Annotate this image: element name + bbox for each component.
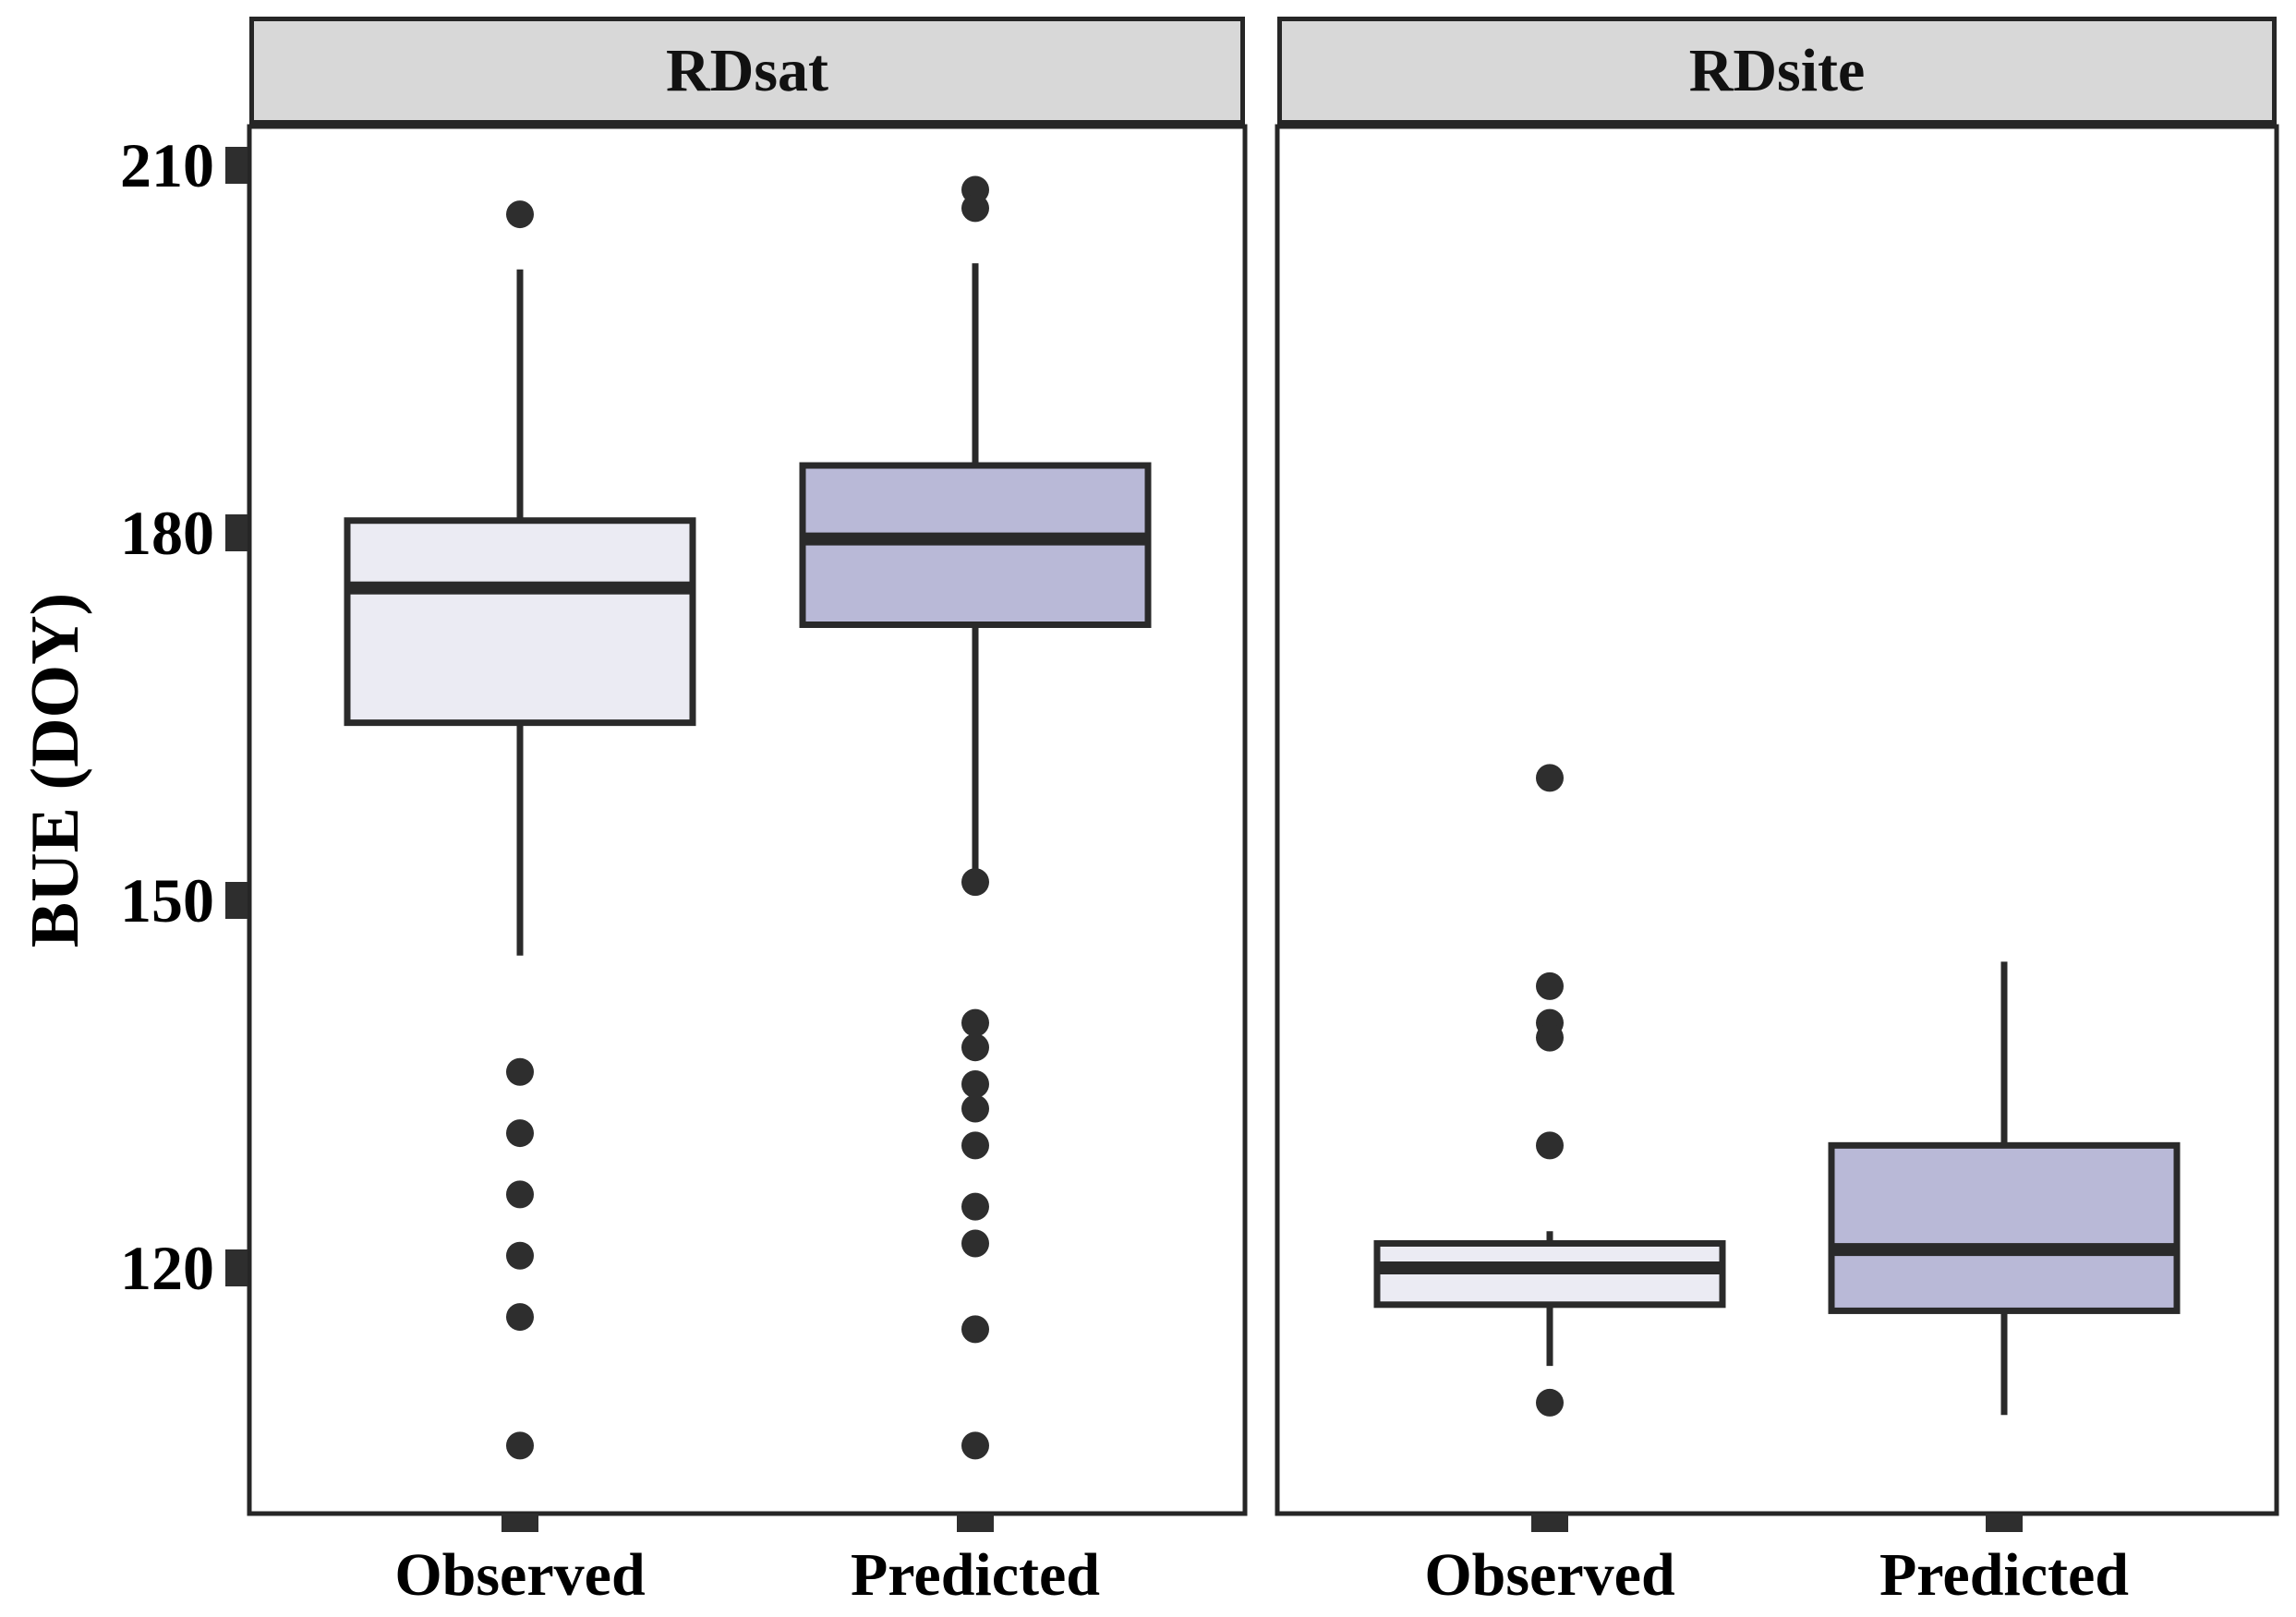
x-category-label-rdsite-predicted: Predicted	[1879, 1541, 2130, 1609]
outlier-dot-rdsat-predicted	[961, 1033, 989, 1062]
median-rdsite-predicted	[1831, 1243, 2177, 1257]
x-category-label-rdsat-observed: Observed	[394, 1541, 646, 1609]
box-rdsite-predicted	[1828, 1141, 2181, 1314]
outlier-dot-rdsat-observed	[506, 1241, 534, 1270]
x-category-label-rdsat-predicted: Predicted	[850, 1541, 1101, 1609]
outlier-dot-rdsite-observed	[1536, 971, 1564, 1000]
outlier-dot-rdsat-predicted	[961, 1431, 989, 1460]
y-tick-mark-210	[225, 147, 248, 184]
x-tick-mark-rdsite-predicted	[1986, 1514, 2023, 1532]
median-rdsat-observed	[347, 581, 693, 595]
facet-header-rdsat: RDsat	[249, 17, 1245, 127]
outlier-dot-rdsat-predicted	[961, 1229, 989, 1258]
outlier-dot-rdsat-predicted	[961, 194, 989, 223]
outlier-dot-rdsat-predicted	[961, 868, 989, 897]
outlier-dot-rdsat-observed	[506, 200, 534, 229]
x-tick-mark-rdsat-predicted	[957, 1514, 994, 1532]
outlier-dot-rdsat-observed	[506, 1180, 534, 1209]
outlier-dot-rdsat-predicted	[961, 1008, 989, 1037]
y-tick-mark-180	[225, 514, 248, 551]
y-tick-mark-150	[225, 882, 248, 919]
outlier-dot-rdsat-predicted	[961, 1315, 989, 1344]
median-rdsite-observed	[1377, 1261, 1722, 1274]
outlier-dot-rdsat-observed	[506, 1119, 534, 1148]
box-rdsat-observed	[344, 517, 696, 727]
outlier-dot-rdsat-predicted	[961, 1094, 989, 1123]
outlier-dot-rdsat-observed	[506, 1303, 534, 1332]
y-tick-mark-120	[225, 1249, 248, 1286]
panel-rdsat	[247, 124, 1248, 1516]
outlier-dot-rdsite-observed	[1536, 1131, 1564, 1160]
y-axis-title: BUE (DOY)	[18, 592, 93, 948]
outlier-dot-rdsite-observed	[1536, 764, 1564, 792]
x-category-label-rdsite-observed: Observed	[1424, 1541, 1675, 1609]
outlier-dot-rdsat-predicted	[961, 1192, 989, 1221]
x-tick-mark-rdsite-observed	[1531, 1514, 1568, 1532]
facet-header-rdsite-label: RDsite	[1688, 36, 1866, 104]
y-tick-label-180: 180	[120, 498, 214, 568]
y-tick-label-150: 150	[120, 865, 214, 935]
outlier-dot-rdsat-observed	[506, 1431, 534, 1460]
outlier-dot-rdsite-observed	[1536, 1023, 1564, 1052]
outlier-dot-rdsat-predicted	[961, 1131, 989, 1160]
x-tick-mark-rdsat-observed	[501, 1514, 538, 1532]
median-rdsat-predicted	[803, 532, 1148, 546]
y-tick-label-210: 210	[120, 130, 214, 200]
outlier-dot-rdsat-observed	[506, 1057, 534, 1086]
facet-header-rdsite: RDsite	[1277, 17, 2277, 127]
outlier-dot-rdsite-observed	[1536, 1388, 1564, 1417]
y-tick-label-120: 120	[120, 1233, 214, 1303]
facet-header-rdsat-label: RDsat	[666, 36, 828, 104]
outlier-dot-rdsat-predicted	[961, 1069, 989, 1098]
